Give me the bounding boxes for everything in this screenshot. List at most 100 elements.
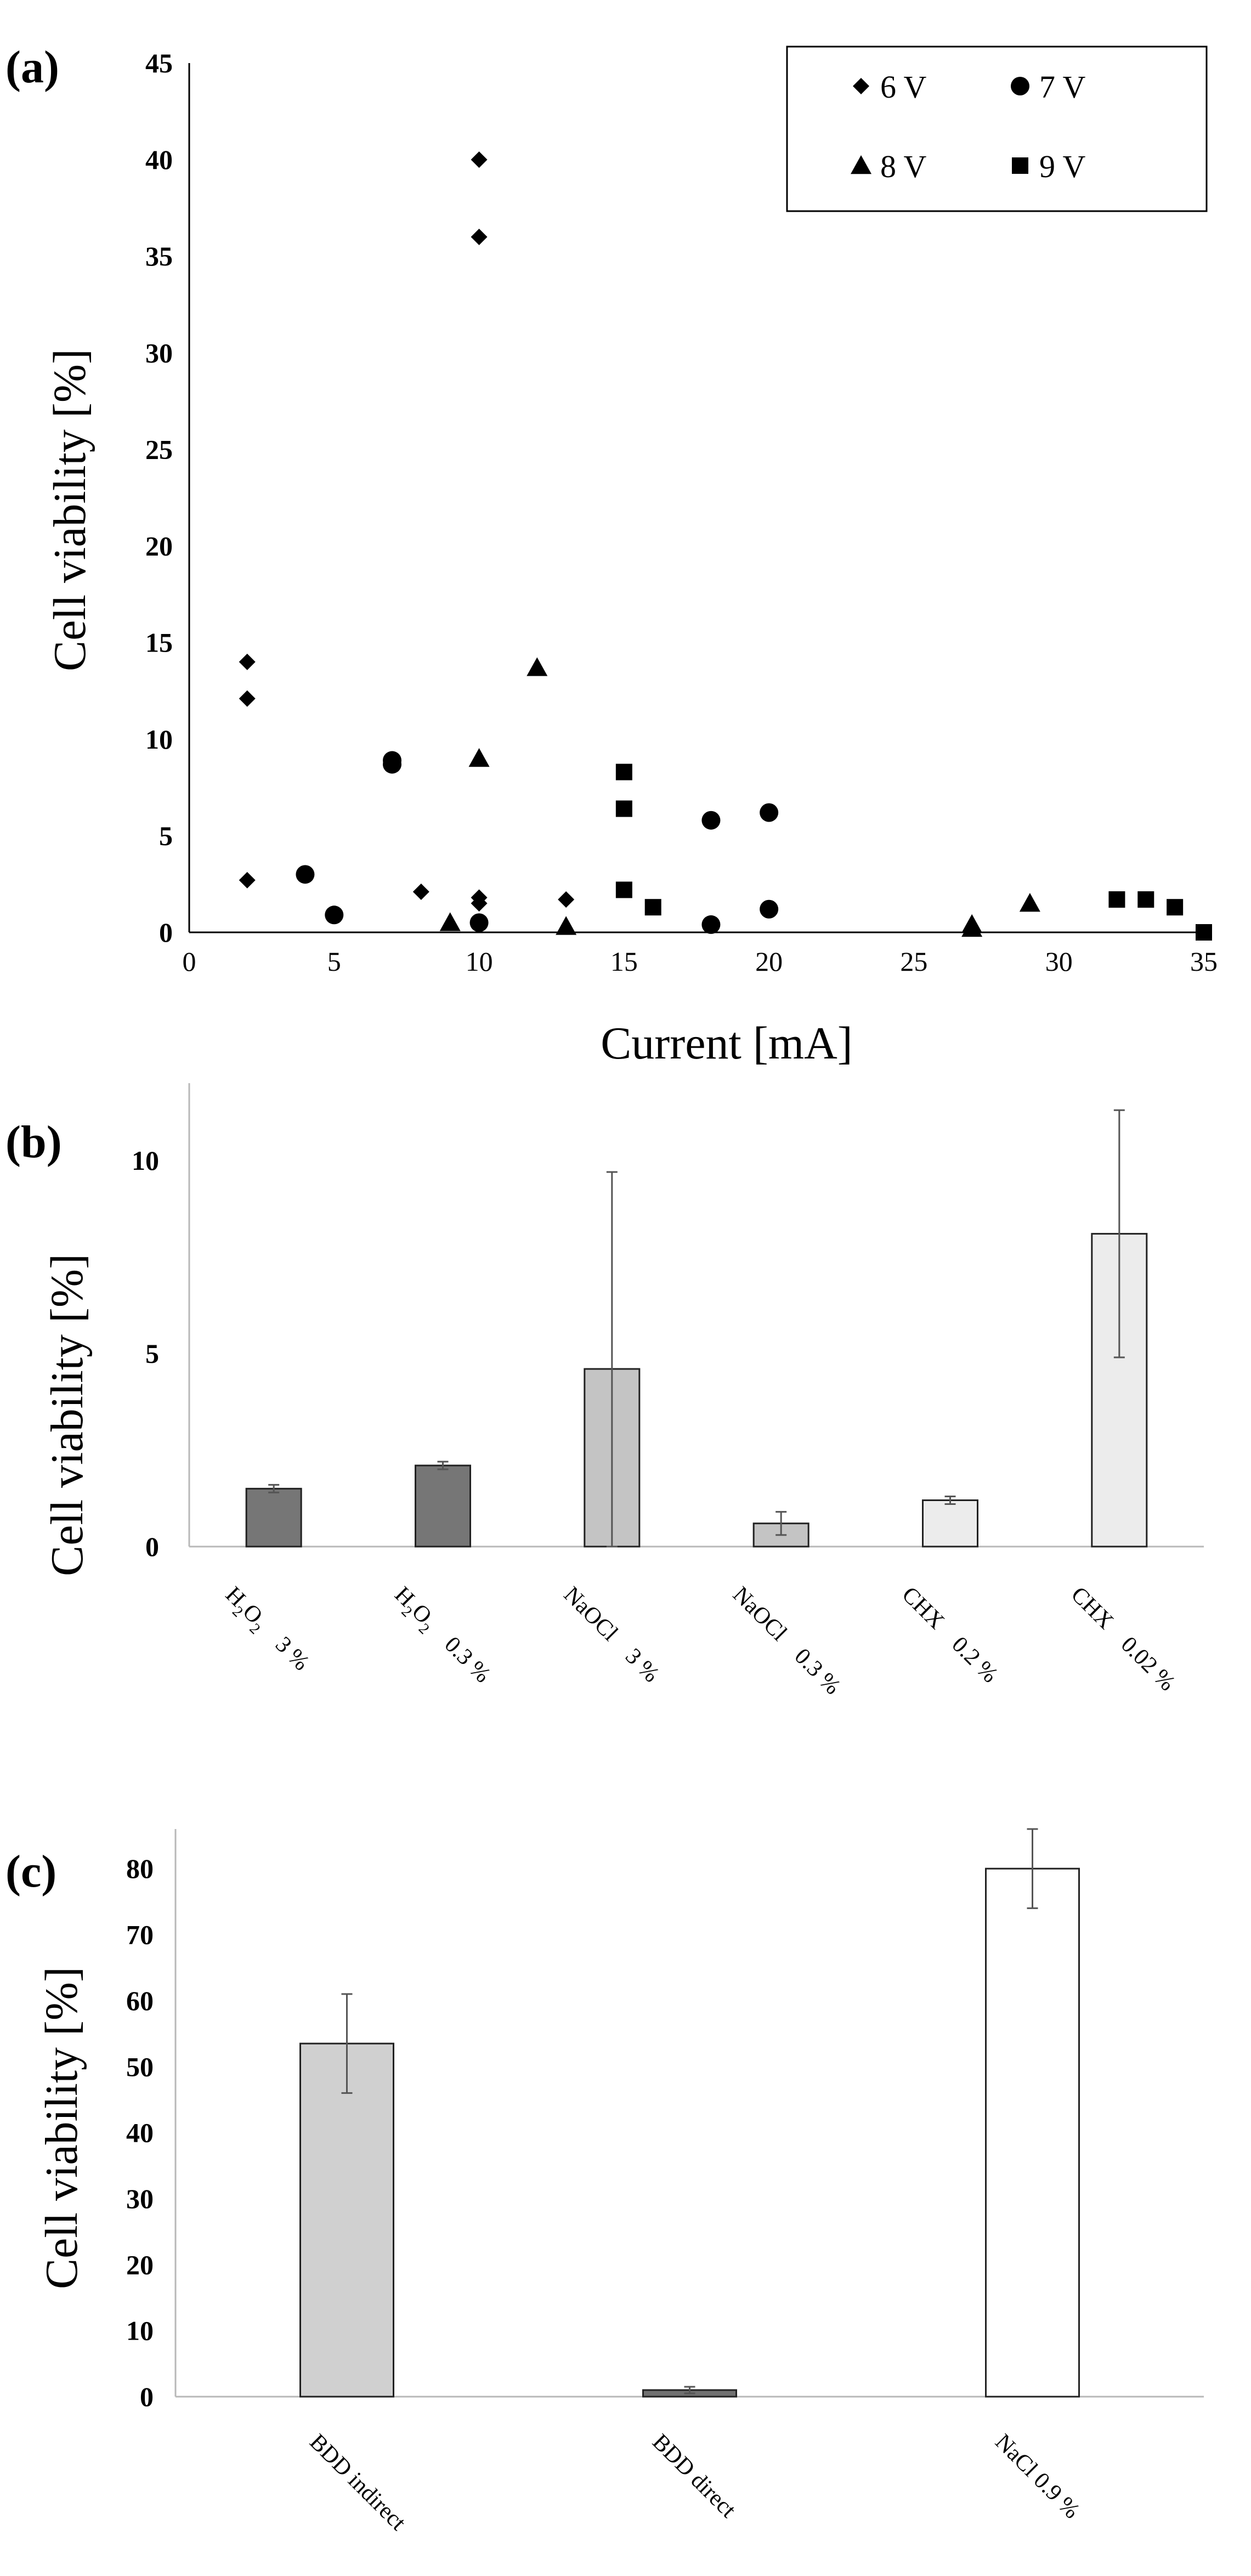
- data-point-diamond: [412, 884, 429, 901]
- category-label: H2O20.3 %: [386, 1582, 495, 1691]
- data-point-circle: [325, 905, 344, 925]
- category-name: NaOCl: [559, 1582, 623, 1646]
- y-tick-label: 25: [145, 434, 173, 465]
- data-point-circle: [760, 899, 779, 919]
- category-concentration: 3 %: [620, 1644, 664, 1688]
- legend-marker-circle: [1011, 77, 1029, 95]
- data-point-diamond: [239, 653, 256, 670]
- y-tick-label: 20: [145, 531, 173, 562]
- x-tick-label: 10: [466, 946, 493, 977]
- category-name: CHX: [897, 1582, 949, 1634]
- category-concentration: 3 %: [270, 1632, 314, 1676]
- legend: 6 V 7 V 8 V 9 V: [786, 46, 1208, 212]
- panel-c-ticks: 0 10 20 30 40 50 60 70 80: [126, 1829, 1204, 2412]
- category-name: CHX: [1066, 1582, 1118, 1634]
- y-tick-label: 15: [145, 627, 173, 658]
- y-tick-label: 20: [126, 2249, 154, 2280]
- panel-b-label: (b): [5, 1117, 62, 1168]
- y-tick-label: 5: [159, 820, 173, 851]
- data-point-circle: [469, 913, 489, 932]
- category-label: BDD indirect: [304, 2430, 411, 2536]
- bar: [985, 1867, 1080, 2398]
- category-concentration: 0.3 %: [439, 1632, 495, 1688]
- data-point-triangle: [556, 916, 577, 935]
- y-tick-label: 45: [145, 48, 173, 78]
- x-tick-label: 15: [610, 946, 638, 977]
- data-point-triangle: [961, 918, 983, 937]
- data-point-circle: [296, 865, 315, 884]
- data-point-square: [644, 899, 661, 916]
- data-point-square: [1196, 924, 1212, 941]
- data-point-diamond: [239, 690, 256, 707]
- y-tick-label: 30: [126, 2183, 154, 2214]
- y-tick-label: 30: [145, 337, 173, 368]
- y-tick-label: 70: [126, 1920, 154, 1950]
- data-point-diamond: [471, 151, 488, 168]
- data-point-diamond: [239, 871, 256, 888]
- category-label: CHX0.2 %: [897, 1582, 1003, 1688]
- category-label: BDD direct: [647, 2430, 740, 2523]
- category-name: O: [237, 1599, 267, 1629]
- data-point-square: [1167, 899, 1184, 916]
- y-tick-label: 0: [159, 917, 173, 948]
- data-point-triangle: [439, 912, 461, 931]
- category-concentration: 0.02 %: [1116, 1632, 1180, 1696]
- data-point-square: [615, 763, 632, 780]
- data-point-diamond: [471, 229, 488, 245]
- legend-marker-diamond: [853, 78, 869, 94]
- category-name: H: [220, 1582, 250, 1612]
- y-tick-label: 35: [145, 241, 173, 271]
- panel-b-ticks: 0 5 10: [132, 1083, 1204, 1562]
- panel-b-bar: (b) Cell viability [%] 0 5 10 H2O23 % H2O20…: [5, 1083, 1204, 1700]
- data-point-circle: [701, 915, 721, 934]
- legend-label: 6 V: [880, 69, 926, 105]
- data-point-square: [1108, 891, 1125, 908]
- category-label: H2O23 %: [217, 1582, 314, 1679]
- y-tick-label: 50: [126, 2051, 154, 2082]
- y-tick-label: 10: [132, 1145, 159, 1176]
- data-point-triangle: [468, 748, 490, 767]
- panel-c-bars: [299, 1828, 1080, 2398]
- panel-b-bars: [245, 1109, 1148, 1548]
- legend-marker-square: [1012, 157, 1028, 174]
- panel-a-x-label: Current [mA]: [601, 1018, 853, 1069]
- bar: [299, 2042, 394, 2398]
- panel-a-label: (a): [5, 42, 59, 93]
- y-tick-label: 10: [145, 724, 173, 755]
- y-tick-label: 80: [126, 1853, 154, 1884]
- panel-c-y-label: Cell viability [%]: [36, 1967, 87, 2289]
- panel-a-scatter: (a) 0 5 10 15 20 25 30 35 40 45 0 5 10 15 20 25 30 35 Cel…: [5, 42, 1218, 1069]
- legend-label: 9 V: [1039, 149, 1085, 184]
- category-label: NaCl 0.9 %: [990, 2430, 1084, 2524]
- x-tick-label: 35: [1190, 946, 1218, 977]
- x-tick-label: 5: [327, 946, 341, 977]
- y-tick-label: 5: [145, 1338, 159, 1369]
- data-point-circle: [701, 811, 721, 830]
- panel-b-y-label: Cell viability [%]: [42, 1254, 93, 1576]
- bar: [922, 1499, 978, 1548]
- legend-label: 7 V: [1039, 69, 1085, 105]
- y-tick-label: 0: [140, 2381, 154, 2412]
- bar: [245, 1487, 302, 1548]
- y-tick-label: 60: [126, 1985, 154, 2016]
- y-tick-label: 10: [126, 2315, 154, 2346]
- category-name: H: [389, 1582, 419, 1612]
- data-point-diamond: [471, 895, 488, 912]
- data-point-square: [615, 881, 632, 898]
- y-tick-label: 40: [126, 2118, 154, 2148]
- category-concentration: 0.3 %: [790, 1644, 846, 1700]
- panel-a-y-label: Cell viability [%]: [44, 349, 95, 671]
- category-concentration: 0.2 %: [947, 1632, 1003, 1688]
- y-tick-label: 0: [145, 1531, 159, 1562]
- x-tick-label: 25: [900, 946, 927, 977]
- category-label: NaOCl3 %: [559, 1582, 664, 1688]
- category-label: NaOCl0.3 %: [728, 1582, 845, 1700]
- category-label: CHX0.02 %: [1066, 1582, 1180, 1696]
- panel-c-bar: (c) Cell viability [%] 0 10 20 30 40 50 60 70 80…: [5, 1828, 1204, 2536]
- data-point-square: [615, 800, 632, 817]
- y-tick-label: 40: [145, 144, 173, 175]
- x-tick-label: 20: [755, 946, 783, 977]
- category-name: NaOCl: [728, 1582, 792, 1646]
- x-tick-label: 30: [1045, 946, 1073, 977]
